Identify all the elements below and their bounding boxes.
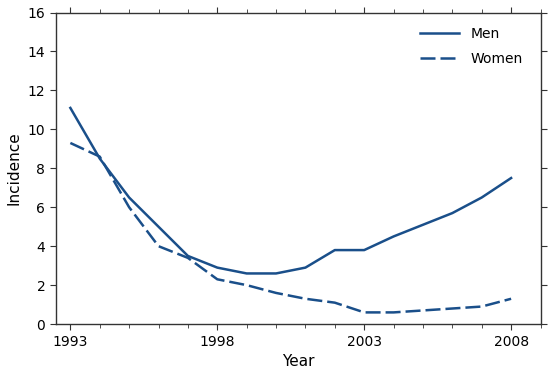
Men <box>185 254 191 258</box>
Men <box>243 271 250 276</box>
Men <box>361 248 368 252</box>
Men <box>478 195 485 200</box>
Men <box>420 223 426 227</box>
Men <box>302 265 309 270</box>
Women <box>302 297 309 301</box>
Men <box>390 234 397 239</box>
Women <box>155 244 162 249</box>
Women <box>390 310 397 315</box>
Women <box>478 304 485 309</box>
Women <box>243 283 250 287</box>
Women <box>449 306 456 311</box>
Men <box>214 265 221 270</box>
Women <box>273 291 279 295</box>
Women <box>508 297 514 301</box>
Men <box>96 156 103 161</box>
Men <box>155 224 162 229</box>
Women <box>331 300 338 305</box>
Women <box>126 205 133 209</box>
Women <box>361 310 368 315</box>
Line: Men: Men <box>70 108 511 273</box>
X-axis label: Year: Year <box>282 354 314 369</box>
Men <box>273 271 279 276</box>
Legend: Men, Women: Men, Women <box>415 21 528 72</box>
Men <box>67 106 74 110</box>
Women <box>185 256 191 260</box>
Women <box>96 155 103 159</box>
Men <box>331 248 338 252</box>
Y-axis label: Incidence: Incidence <box>7 132 22 205</box>
Women <box>214 277 221 282</box>
Women <box>67 141 74 145</box>
Men <box>449 211 456 215</box>
Women <box>420 308 426 313</box>
Men <box>126 195 133 200</box>
Men <box>508 176 514 180</box>
Line: Women: Women <box>70 143 511 312</box>
